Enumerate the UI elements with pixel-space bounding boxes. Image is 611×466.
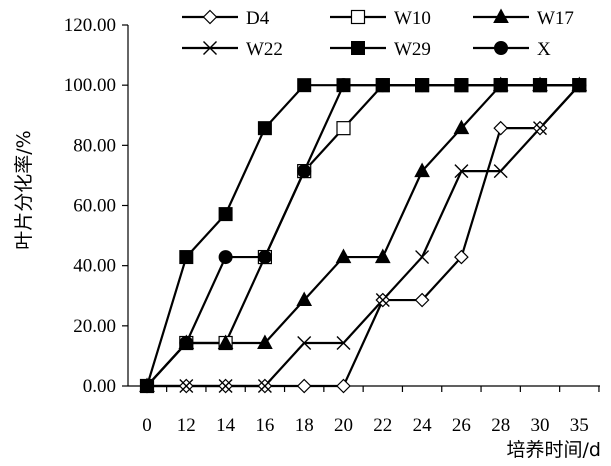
data-point-w22 (415, 250, 430, 265)
axes: 0.00 20.00 40.00 60.00 80.00 100.00 120.00 0 12 1… (64, 15, 600, 436)
data-point-w17 (296, 291, 313, 307)
x-marker-stroke (454, 164, 469, 179)
x-tick-label: 24 (413, 415, 433, 436)
data-point-w29 (257, 121, 272, 136)
data-point-w17 (217, 334, 234, 350)
data-point-x (140, 379, 154, 393)
data-point-x (218, 250, 233, 265)
series-markers-x (140, 78, 587, 393)
x-tick-label: 20 (334, 415, 353, 436)
x-tick-label: 18 (295, 415, 314, 436)
y-tick-label: 120.00 (64, 15, 116, 36)
y-tick-label: 60.00 (73, 196, 116, 217)
series-line-d4 (147, 84, 581, 388)
legend-item-x: X (473, 39, 551, 60)
y-tick-label: 100.00 (64, 75, 116, 96)
data-point-w22 (218, 379, 233, 393)
data-point-w22 (493, 164, 508, 179)
x-tick-label: 30 (531, 415, 550, 436)
x-tick-label: 35 (570, 415, 589, 436)
series-layer (139, 76, 588, 394)
x-axis-title: 培养时间/d (507, 439, 601, 461)
x-tick-label: 28 (491, 415, 510, 436)
data-point-w22 (179, 379, 194, 393)
x-tick-label: 0 (142, 415, 152, 436)
legend-marker (494, 41, 508, 55)
data-point-w22 (297, 336, 312, 351)
data-point-d4 (296, 378, 312, 394)
data-point-w22 (257, 379, 272, 393)
legend-label: W22 (246, 39, 283, 60)
x-marker-stroke (203, 41, 217, 55)
data-point-x (257, 250, 272, 265)
legend-label: W29 (394, 39, 431, 60)
data-point-w22 (336, 336, 351, 351)
y-tick-label: 80.00 (73, 135, 116, 156)
data-point-w17 (335, 248, 352, 264)
x-tick-label: 26 (452, 415, 471, 436)
data-point-w22 (454, 164, 469, 179)
legend-marker (351, 41, 365, 55)
legend-marker (350, 9, 366, 25)
data-point-x (336, 78, 351, 93)
legend-label: W17 (537, 8, 574, 29)
legend-label: D4 (246, 8, 270, 29)
legend-label: W10 (394, 8, 431, 29)
legend-marker (493, 8, 509, 23)
legend-item-w22: W22 (182, 39, 283, 60)
data-point-w29 (297, 78, 312, 93)
x-tick-label: 12 (177, 415, 196, 436)
data-point-w17 (374, 248, 391, 264)
data-point-x (415, 78, 430, 93)
data-point-w17 (414, 162, 430, 178)
legend-marker (203, 41, 217, 55)
data-point-d4 (336, 378, 351, 394)
data-point-x (533, 78, 547, 93)
y-tick-label: 0.00 (83, 376, 116, 397)
legend-item-w29: W29 (330, 39, 431, 60)
x-tick-label: 16 (255, 415, 274, 436)
y-axis-title: 叶片分化率/% (13, 130, 35, 249)
data-point-x (297, 164, 312, 179)
x-marker-stroke (415, 250, 430, 265)
data-point-d4 (493, 120, 509, 136)
x-tick-label: 14 (216, 415, 236, 436)
x-marker-stroke (533, 121, 547, 136)
legend-item-w17: W17 (473, 8, 574, 29)
x-tick-label: 22 (373, 415, 392, 436)
data-point-w10 (336, 121, 351, 136)
legend-label: X (537, 39, 551, 60)
data-point-w22 (533, 121, 547, 136)
data-point-x (454, 78, 469, 93)
data-point-d4 (414, 292, 430, 308)
x-marker-stroke (375, 293, 390, 308)
data-point-w29 (179, 250, 194, 265)
x-marker-stroke (257, 379, 272, 393)
x-marker-stroke (297, 336, 312, 351)
data-point-x (493, 78, 508, 93)
x-marker-stroke (179, 379, 194, 393)
data-point-d4 (454, 249, 469, 265)
legend-marker (202, 9, 218, 25)
x-marker-stroke (336, 336, 351, 351)
data-point-w29 (218, 207, 233, 222)
data-point-x (375, 78, 390, 93)
legend-item-d4: D4 (182, 8, 270, 29)
data-point-x (572, 78, 587, 93)
x-marker-stroke (218, 379, 233, 393)
y-tick-label: 40.00 (73, 256, 116, 277)
legend: D4 W10 W17 W22 W29 X (182, 8, 574, 60)
x-marker-stroke (493, 164, 508, 179)
data-point-w22 (375, 293, 390, 308)
legend-item-w10: W10 (330, 8, 431, 29)
data-point-x (179, 336, 194, 351)
y-tick-label: 20.00 (73, 316, 116, 337)
data-point-w17 (257, 334, 273, 350)
data-point-w17 (453, 119, 470, 135)
